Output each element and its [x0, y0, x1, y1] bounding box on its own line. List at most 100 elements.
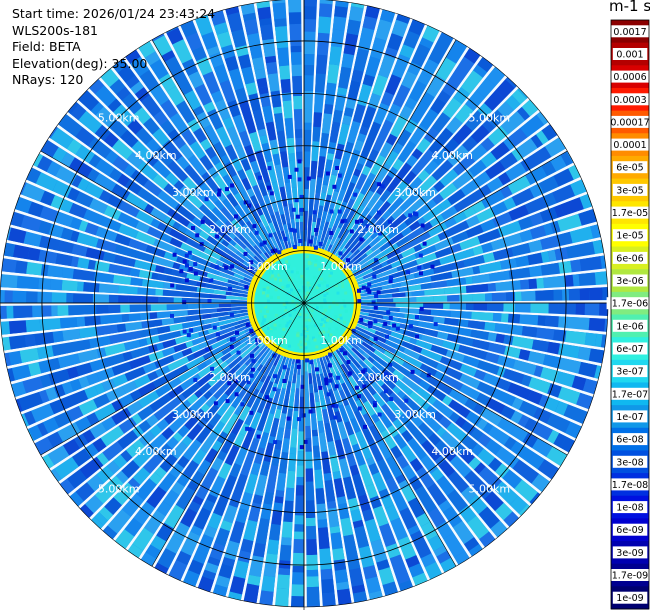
- range-gate: [362, 412, 375, 428]
- range-gate: [344, 421, 355, 436]
- range-gate: [482, 372, 499, 387]
- range-gate: [272, 0, 286, 4]
- range-gate: [478, 261, 502, 274]
- range-gate: [89, 422, 107, 439]
- range-gate: [255, 380, 264, 391]
- range-gate: [348, 567, 364, 587]
- range-gate: [432, 264, 449, 275]
- range-gate: [69, 389, 89, 406]
- range-gate: [381, 284, 393, 290]
- range-gate: [170, 441, 188, 460]
- range-gate: [129, 267, 141, 277]
- range-gate: [163, 183, 178, 197]
- ray-gap: [152, 350, 277, 568]
- range-gate: [359, 440, 373, 460]
- colorbar: 0.00170.0010.00060.00030.000170.00016e-0…: [606, 19, 650, 610]
- speckle: [250, 367, 255, 372]
- range-gate: [77, 281, 84, 292]
- range-gate: [315, 401, 323, 422]
- range-gate: [200, 431, 218, 454]
- speckle: [255, 338, 260, 342]
- core-speckle: [272, 271, 276, 275]
- ray-gap: [9, 224, 251, 290]
- core-speckle: [282, 260, 286, 264]
- range-gate: [241, 177, 252, 191]
- range-gate: [386, 174, 403, 194]
- range-gate: [417, 186, 439, 207]
- range-gate: [294, 515, 304, 525]
- range-gate: [117, 430, 139, 450]
- range-gate: [365, 56, 381, 78]
- range-gate: [304, 230, 308, 242]
- range-gate: [219, 267, 235, 276]
- speckle: [357, 394, 361, 399]
- range-gate: [383, 350, 396, 360]
- range-gate: [338, 353, 349, 366]
- ray-gap: [65, 111, 262, 269]
- range-gate: [398, 240, 415, 253]
- range-gate: [398, 286, 409, 293]
- core-speckle: [324, 315, 328, 319]
- range-gate: [273, 502, 283, 512]
- range-gate: [152, 371, 176, 389]
- range-gate: [508, 127, 528, 147]
- range-gate: [120, 304, 130, 313]
- range-gate: [387, 424, 399, 438]
- range-gate: [514, 291, 522, 302]
- range-gate: [222, 365, 231, 375]
- speckle: [235, 330, 239, 335]
- range-gate: [543, 275, 566, 289]
- range-gate: [117, 285, 138, 295]
- range-gate: [123, 339, 141, 351]
- range-gate: [94, 85, 117, 107]
- speckle: [244, 285, 249, 290]
- range-gate: [295, 221, 300, 239]
- speckle: [245, 426, 250, 431]
- speckle: [326, 392, 331, 397]
- range-gate: [510, 425, 529, 443]
- range-gate: [226, 243, 239, 254]
- range-gate: [126, 400, 143, 416]
- core-speckle: [326, 293, 330, 297]
- range-gate: [592, 239, 604, 255]
- range-gate: [397, 390, 406, 399]
- core-speckle: [300, 280, 304, 284]
- core-speckle: [263, 319, 267, 322]
- core-speckle: [306, 281, 310, 285]
- range-gate: [265, 553, 278, 564]
- range-gate: [130, 346, 151, 359]
- range-gate: [207, 512, 223, 530]
- range-gate: [287, 453, 297, 472]
- range-gate: [165, 26, 179, 34]
- range-gate: [314, 469, 324, 489]
- range-gate: [304, 188, 309, 211]
- range-gate: [173, 297, 182, 303]
- range-gate: [175, 486, 196, 510]
- range-gate: [194, 292, 210, 299]
- range-gate: [32, 305, 43, 318]
- speckle: [295, 214, 300, 219]
- range-gate: [62, 328, 81, 342]
- range-gate: [92, 437, 107, 453]
- speckle: [308, 239, 313, 244]
- range-gate: [174, 203, 196, 222]
- core-speckle: [310, 309, 314, 313]
- range-gate: [268, 523, 281, 541]
- range-gate: [212, 420, 226, 436]
- range-gate: [512, 359, 537, 376]
- range-gate: [256, 418, 266, 432]
- nrays-label: NRays: 120: [12, 72, 84, 87]
- ray-gap: [359, 300, 609, 303]
- range-gate: [135, 127, 153, 145]
- range-ring-label: 4.00km: [431, 445, 473, 458]
- range-gate: [223, 432, 237, 449]
- speckle: [383, 321, 388, 326]
- speckle: [297, 159, 302, 164]
- range-gate: [509, 495, 528, 514]
- range-gate: [491, 292, 507, 302]
- range-gate: [83, 208, 104, 225]
- range-gate: [463, 48, 481, 64]
- range-gate: [358, 305, 373, 310]
- speckle: [373, 228, 378, 233]
- range-gate: [33, 153, 44, 167]
